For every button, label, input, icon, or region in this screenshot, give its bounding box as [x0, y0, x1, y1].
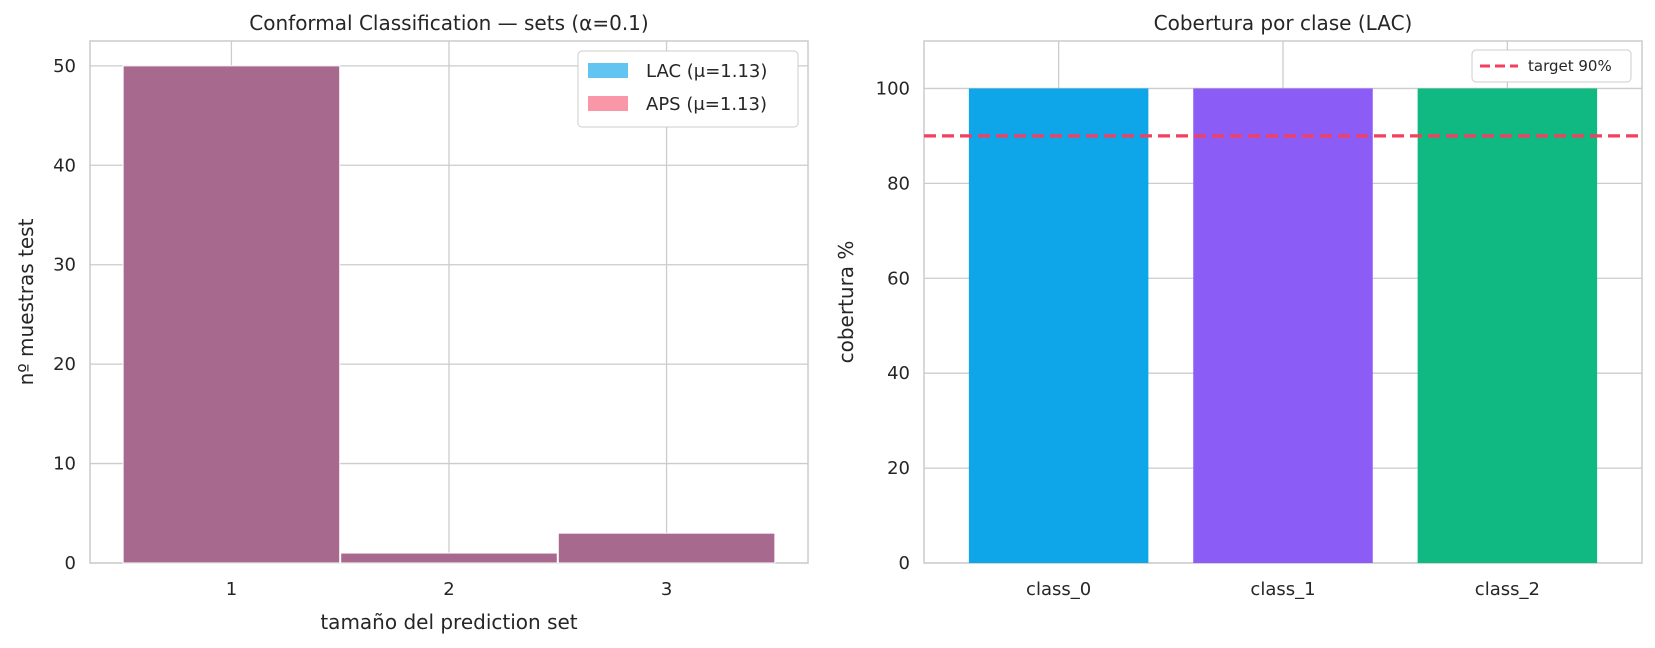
y-tick-label: 20 [53, 354, 76, 375]
x-tick-label: 3 [661, 579, 672, 600]
y-tick-label: 0 [899, 553, 910, 574]
x-axis-label-1: tamaño del prediction set [320, 610, 577, 634]
x-tick-label: 2 [443, 579, 454, 600]
legend-label-target: target 90% [1528, 57, 1612, 75]
histogram-chart: 0 10 20 30 40 50 1 2 3 Conformal Classification … [14, 11, 809, 634]
y-tick-label: 10 [53, 454, 76, 475]
histogram-bar [122, 65, 341, 564]
legend-label-aps: APS (μ=1.13) [646, 94, 767, 115]
y-tick-label: 20 [887, 458, 910, 479]
chart-title-2: Cobertura por clase (LAC) [1154, 11, 1413, 35]
coverage-chart: 0 20 40 60 80 100 class_0 class_1 class_2 Cobert… [834, 11, 1643, 600]
x-tick-label: class_2 [1475, 579, 1540, 600]
y-tick-label: 50 [53, 56, 76, 77]
y-tick-label: 30 [53, 255, 76, 276]
y-tick-label: 40 [887, 363, 910, 384]
chart-title-1: Conformal Classification — sets (α=0.1) [249, 11, 648, 35]
legend-box-1 [577, 50, 799, 128]
y-tick-label: 60 [887, 268, 910, 289]
legend-label-lac: LAC (μ=1.13) [646, 61, 767, 82]
x-tick-label: class_0 [1026, 579, 1091, 600]
y-tick-label: 100 [876, 78, 910, 99]
x-tick-label: 1 [226, 579, 237, 600]
coverage-bar [968, 88, 1149, 564]
x-tick-label: class_1 [1250, 579, 1315, 600]
y-tick-label: 80 [887, 173, 910, 194]
bars-2 [968, 88, 1598, 564]
ticks-2: 0 20 40 60 80 100 class_0 class_1 class_2 [876, 78, 1540, 600]
coverage-bar [1193, 88, 1373, 564]
legend-box-2 [1471, 49, 1632, 83]
y-axis-label-2: cobertura % [834, 241, 858, 364]
legend-1: LAC (μ=1.13) APS (μ=1.13) [577, 50, 799, 128]
ticks-1: 0 10 20 30 40 50 1 2 3 [53, 56, 672, 600]
histogram-bar [340, 552, 558, 564]
y-tick-label: 40 [53, 155, 76, 176]
bars-1 [122, 65, 776, 564]
histogram-bar [557, 532, 776, 564]
y-axis-label-1: nº muestras test [14, 218, 38, 385]
y-tick-label: 0 [65, 553, 76, 574]
legend-2: target 90% [1471, 49, 1632, 83]
coverage-bar [1417, 88, 1598, 564]
legend-swatch-lac [588, 63, 628, 78]
legend-swatch-aps [588, 96, 628, 111]
